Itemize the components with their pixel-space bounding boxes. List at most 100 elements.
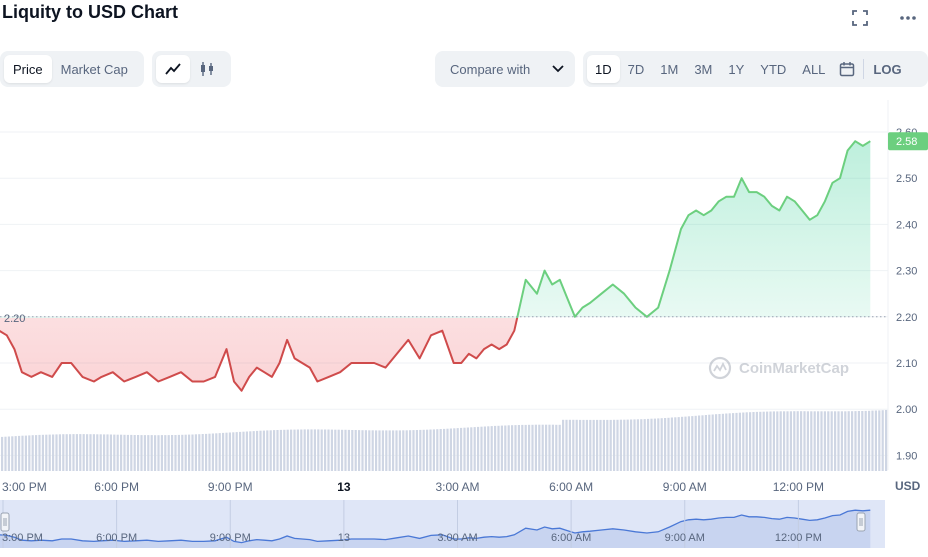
- navigator-tick-label: 12:00 PM: [775, 532, 822, 544]
- watermark-text: CoinMarketCap: [739, 360, 849, 377]
- volume-bar: [279, 429, 282, 471]
- volume-bar: [245, 431, 248, 471]
- volume-bar: [211, 433, 214, 471]
- y-tick-label: 2.50: [896, 173, 917, 185]
- volume-bar: [500, 425, 503, 471]
- volume-bar: [14, 436, 17, 471]
- compare-with-dropdown[interactable]: Compare with: [435, 51, 575, 87]
- volume-bar: [293, 429, 296, 471]
- volume-bar: [188, 434, 191, 471]
- y-tick-label: 2.20: [896, 312, 917, 324]
- volume-bar: [140, 435, 143, 471]
- volume-bar: [327, 429, 330, 471]
- tab-market-cap[interactable]: Market Cap: [60, 61, 128, 77]
- y-tick-label: 2.00: [896, 404, 917, 416]
- volume-bar: [840, 411, 843, 471]
- volume-bar: [133, 435, 136, 471]
- volume-bar: [636, 419, 639, 471]
- volume-bar: [368, 430, 371, 471]
- divider: [863, 59, 865, 79]
- volume-bar: [273, 430, 276, 471]
- volume-bar: [650, 418, 653, 471]
- volume-bar: [653, 418, 656, 471]
- volume-bar: [48, 434, 51, 471]
- volume-bar: [735, 412, 738, 471]
- volume-bar: [868, 410, 871, 471]
- volume-bar: [847, 411, 850, 471]
- volume-bar: [266, 430, 269, 471]
- more-options-icon[interactable]: [898, 8, 918, 28]
- volume-bar: [647, 418, 650, 471]
- volume-bar: [687, 416, 690, 471]
- volume-bar: [619, 419, 622, 471]
- volume-bar: [786, 411, 789, 471]
- volume-bar: [402, 430, 405, 471]
- log-scale-toggle[interactable]: LOG: [873, 61, 902, 77]
- volume-bar: [388, 430, 391, 471]
- navigator-handle-right[interactable]: [856, 512, 866, 532]
- volume-bar: [106, 434, 109, 471]
- volume-bar: [174, 435, 177, 471]
- volume-bar: [874, 410, 877, 471]
- volume-bar: [796, 411, 799, 471]
- volume-bar: [524, 424, 527, 471]
- volume-bar: [844, 411, 847, 471]
- volume-bar: [283, 429, 286, 471]
- volume-bar: [334, 429, 337, 471]
- watermark: CoinMarketCap: [708, 356, 849, 380]
- chart-type-toggle: [152, 51, 231, 87]
- volume-bar: [772, 411, 775, 471]
- volume-bar: [96, 434, 99, 471]
- volume-bar: [429, 429, 432, 471]
- volume-bar: [694, 415, 697, 471]
- range-ytd[interactable]: YTD: [760, 61, 787, 77]
- volume-bar: [330, 429, 333, 471]
- tab-price[interactable]: Price: [4, 55, 52, 83]
- volume-bar: [82, 434, 85, 471]
- candlestick-icon[interactable]: [190, 55, 224, 83]
- x-tick-label: 3:00 PM: [2, 480, 47, 494]
- volume-bar: [820, 411, 823, 471]
- volume-bar: [585, 419, 588, 471]
- volume-bar: [514, 425, 517, 471]
- range-selector: 1D 7D 1M 3M 1Y YTD ALL LOG: [583, 51, 928, 87]
- volume-bar: [599, 419, 602, 471]
- volume-bar: [242, 431, 245, 471]
- volume-bar: [738, 412, 741, 471]
- volume-bar: [344, 429, 347, 471]
- volume-bar: [851, 411, 854, 471]
- volume-bar: [582, 419, 585, 471]
- volume-bar: [276, 430, 279, 471]
- volume-bar: [290, 429, 293, 471]
- price-line-up: [516, 140, 871, 318]
- navigator-handle-left[interactable]: [0, 512, 10, 532]
- volume-bar: [109, 434, 112, 471]
- volume-bar: [35, 435, 38, 471]
- volume-bar: [871, 410, 874, 471]
- volume-bar: [228, 432, 231, 471]
- fullscreen-icon[interactable]: [850, 8, 870, 28]
- volume-bar: [606, 419, 609, 471]
- volume-bar: [126, 434, 129, 471]
- range-1y[interactable]: 1Y: [728, 61, 745, 77]
- volume-bar: [803, 411, 806, 471]
- range-1m[interactable]: 1M: [660, 61, 679, 77]
- volume-bar: [79, 434, 82, 471]
- range-3m[interactable]: 3M: [694, 61, 713, 77]
- range-all[interactable]: ALL: [802, 61, 826, 77]
- volume-bar: [154, 435, 157, 471]
- calendar-icon[interactable]: [833, 55, 861, 83]
- volume-bar: [41, 434, 44, 471]
- volume-bar: [137, 435, 140, 471]
- range-1d[interactable]: 1D: [587, 55, 620, 83]
- line-chart-icon[interactable]: [156, 55, 190, 83]
- volume-bar: [412, 430, 415, 471]
- volume-bar: [487, 426, 490, 471]
- volume-bar: [361, 430, 364, 471]
- volume-bar: [670, 417, 673, 471]
- volume-bar: [398, 430, 401, 471]
- range-7d[interactable]: 7D: [627, 61, 645, 77]
- volume-bar: [681, 416, 684, 471]
- volume-bar: [810, 411, 813, 471]
